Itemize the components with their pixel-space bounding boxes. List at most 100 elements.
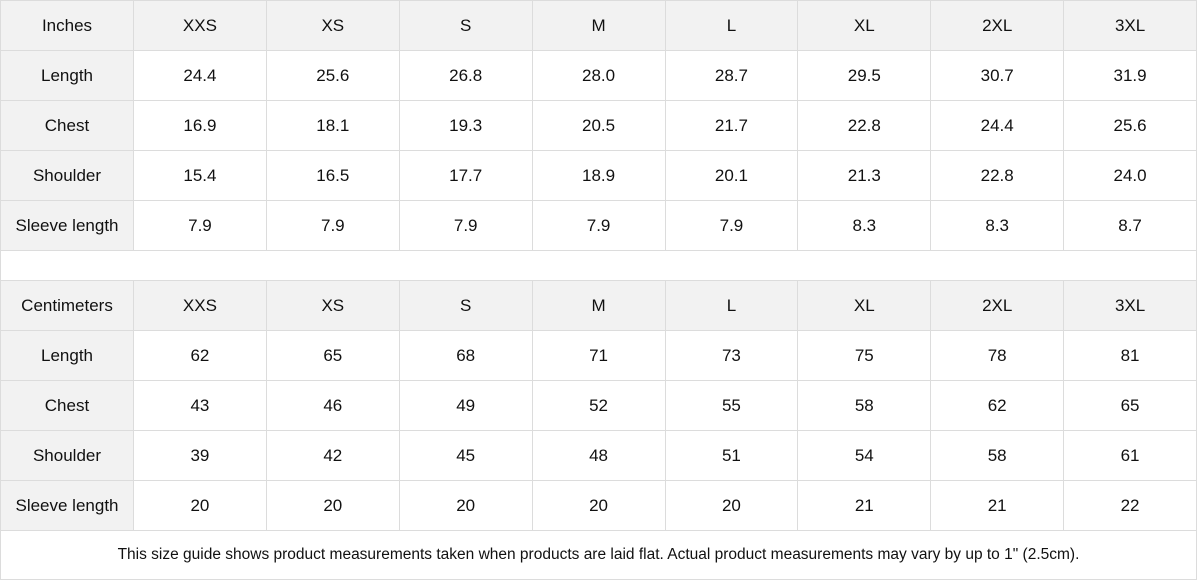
measurement-value: 30.7 [930, 50, 1065, 101]
note-row: This size guide shows product measuremen… [0, 530, 1197, 580]
measurement-value: 20.1 [664, 150, 799, 201]
measurement-label: Chest [0, 100, 134, 151]
table-row: Shoulder 15.4 16.5 17.7 18.9 20.1 21.3 22.8 24.0 [0, 150, 1197, 201]
table-row: Length 62 65 68 71 73 75 78 81 [0, 330, 1197, 381]
measurement-value: 7.9 [664, 200, 799, 251]
measurement-value: 16.5 [265, 150, 400, 201]
measurement-value: 28.7 [664, 50, 799, 101]
measurement-label: Sleeve length [0, 480, 134, 531]
size-header: XL [797, 0, 932, 51]
spacer-row [0, 250, 1197, 281]
size-header: XXS [133, 280, 267, 331]
unit-header: Inches [0, 0, 134, 51]
measurement-value: 20 [133, 480, 267, 531]
measurement-value: 7.9 [531, 200, 666, 251]
measurement-value: 49 [398, 380, 533, 431]
measurement-value: 54 [797, 430, 932, 481]
measurement-value: 21.7 [664, 100, 799, 151]
measurement-label: Length [0, 50, 134, 101]
size-header: M [531, 0, 666, 51]
measurement-value: 65 [265, 330, 400, 381]
measurement-value: 31.9 [1063, 50, 1197, 101]
table-row: Chest 16.9 18.1 19.3 20.5 21.7 22.8 24.4 25.6 [0, 100, 1197, 151]
measurement-value: 15.4 [133, 150, 267, 201]
size-header: XL [797, 280, 932, 331]
size-header: 3XL [1063, 0, 1197, 51]
measurement-value: 51 [664, 430, 799, 481]
measurement-value: 52 [531, 380, 666, 431]
measurement-value: 22 [1063, 480, 1197, 531]
measurement-value: 29.5 [797, 50, 932, 101]
measurement-value: 8.3 [930, 200, 1065, 251]
measurement-value: 19.3 [398, 100, 533, 151]
size-header: XS [265, 280, 400, 331]
measurement-value: 81 [1063, 330, 1197, 381]
size-header: XS [265, 0, 400, 51]
measurement-value: 7.9 [398, 200, 533, 251]
measurement-value: 18.1 [265, 100, 400, 151]
size-header: L [664, 280, 799, 331]
measurement-value: 39 [133, 430, 267, 481]
measurement-value: 75 [797, 330, 932, 381]
measurement-value: 25.6 [1063, 100, 1197, 151]
size-header: M [531, 280, 666, 331]
unit-header: Centimeters [0, 280, 134, 331]
measurement-value: 61 [1063, 430, 1197, 481]
measurement-value: 21.3 [797, 150, 932, 201]
measurement-value: 8.7 [1063, 200, 1197, 251]
table-row: Chest 43 46 49 52 55 58 62 65 [0, 380, 1197, 431]
measurement-value: 73 [664, 330, 799, 381]
measurement-value: 78 [930, 330, 1065, 381]
header-row: Centimeters XXS XS S M L XL 2XL 3XL [0, 280, 1197, 331]
measurement-value: 25.6 [265, 50, 400, 101]
spacer [0, 250, 1197, 281]
measurement-value: 62 [133, 330, 267, 381]
measurement-value: 24.0 [1063, 150, 1197, 201]
measurement-value: 18.9 [531, 150, 666, 201]
header-row: Inches XXS XS S M L XL 2XL 3XL [0, 0, 1197, 51]
size-header: 3XL [1063, 280, 1197, 331]
measurement-value: 7.9 [265, 200, 400, 251]
size-header: XXS [133, 0, 267, 51]
measurement-value: 26.8 [398, 50, 533, 101]
measurement-value: 62 [930, 380, 1065, 431]
measurement-value: 20 [664, 480, 799, 531]
measurement-value: 68 [398, 330, 533, 381]
measurement-value: 20.5 [531, 100, 666, 151]
measurement-value: 45 [398, 430, 533, 481]
measurement-label: Shoulder [0, 150, 134, 201]
measurement-value: 21 [930, 480, 1065, 531]
measurement-value: 55 [664, 380, 799, 431]
measurement-value: 8.3 [797, 200, 932, 251]
table-row: Sleeve length 7.9 7.9 7.9 7.9 7.9 8.3 8.3 8.7 [0, 200, 1197, 251]
measurement-label: Length [0, 330, 134, 381]
measurement-value: 46 [265, 380, 400, 431]
measurement-value: 71 [531, 330, 666, 381]
measurement-value: 17.7 [398, 150, 533, 201]
measurement-value: 28.0 [531, 50, 666, 101]
size-header: 2XL [930, 280, 1065, 331]
measurement-value: 7.9 [133, 200, 267, 251]
measurement-value: 16.9 [133, 100, 267, 151]
measurement-label: Chest [0, 380, 134, 431]
table-row: Sleeve length 20 20 20 20 20 21 21 22 [0, 480, 1197, 531]
measurement-label: Sleeve length [0, 200, 134, 251]
size-header: S [398, 280, 533, 331]
measurement-value: 58 [930, 430, 1065, 481]
size-header: 2XL [930, 0, 1065, 51]
measurement-value: 20 [531, 480, 666, 531]
table-row: Length 24.4 25.6 26.8 28.0 28.7 29.5 30.7 31.9 [0, 50, 1197, 101]
measurement-value: 20 [265, 480, 400, 531]
measurement-value: 24.4 [133, 50, 267, 101]
measurement-value: 22.8 [930, 150, 1065, 201]
measurement-value: 20 [398, 480, 533, 531]
measurement-value: 24.4 [930, 100, 1065, 151]
measurement-note: This size guide shows product measuremen… [0, 530, 1197, 580]
size-header: L [664, 0, 799, 51]
measurement-value: 21 [797, 480, 932, 531]
measurement-value: 43 [133, 380, 267, 431]
measurement-value: 48 [531, 430, 666, 481]
measurement-label: Shoulder [0, 430, 134, 481]
measurement-value: 65 [1063, 380, 1197, 431]
